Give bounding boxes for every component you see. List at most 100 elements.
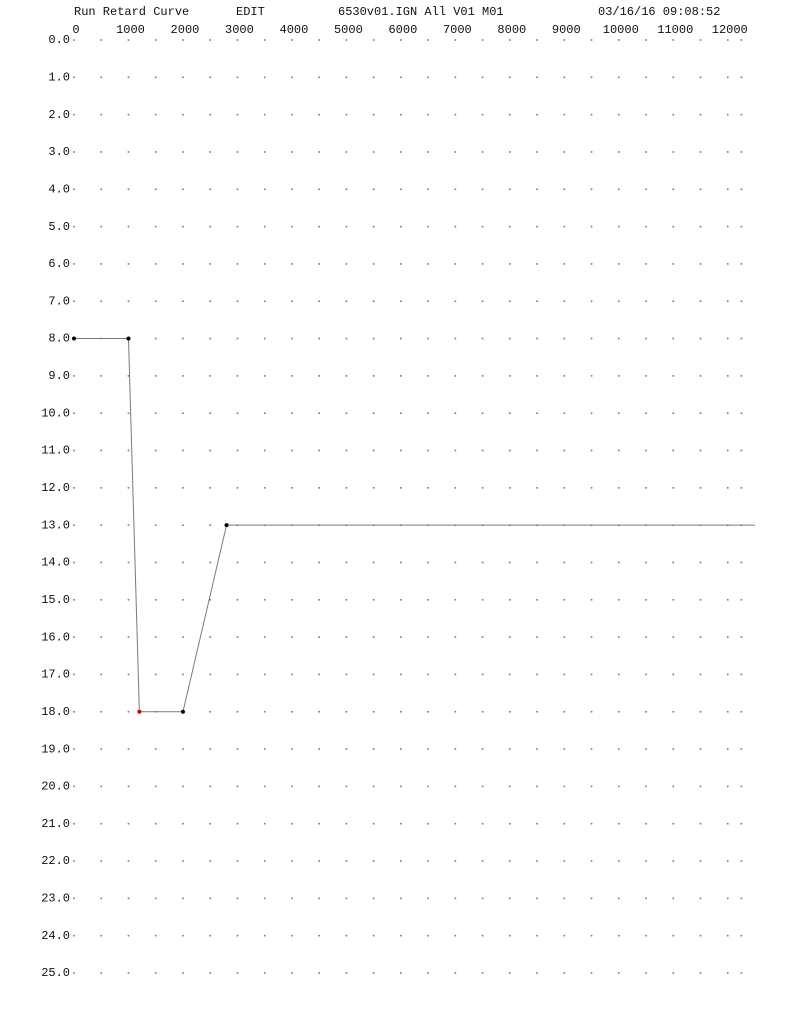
grid-dot [618, 710, 620, 713]
grid-dot [481, 710, 484, 713]
y-tick-label: 24.0 [41, 929, 70, 943]
grid-dot [699, 375, 702, 377]
grid-dot [372, 934, 375, 937]
grid-dot [427, 636, 429, 638]
grid-dot [618, 785, 620, 788]
grid-dot [509, 412, 511, 414]
grid-dot [509, 487, 511, 489]
grid-dot [263, 710, 266, 713]
grid-dot [372, 599, 375, 601]
grid-dot [454, 785, 457, 788]
grid-dot [100, 897, 103, 900]
grid-dot [645, 710, 647, 713]
grid-dot [536, 972, 538, 974]
grid-dot [236, 972, 239, 974]
grid-dot [236, 599, 239, 601]
grid-dot [182, 337, 184, 340]
grid-dot [345, 860, 348, 862]
grid-dot [318, 822, 320, 825]
grid-dot [590, 860, 593, 862]
grid-dot [645, 636, 647, 638]
grid-dot [73, 263, 75, 265]
grid-dot [672, 225, 675, 228]
grid-dot [563, 710, 566, 713]
grid-dot [536, 449, 538, 452]
grid-dot [209, 449, 211, 452]
grid-dot [454, 151, 457, 153]
grid-dot [236, 673, 239, 676]
grid-dot [372, 375, 375, 377]
grid-dot [672, 822, 675, 825]
grid-dot [372, 151, 375, 153]
grid-dot [73, 76, 75, 79]
grid-dot [618, 76, 620, 79]
x-tick-label: 12000 [712, 23, 748, 37]
grid-dot [318, 934, 320, 937]
grid-dot [509, 599, 511, 601]
grid-dot [427, 487, 429, 489]
grid-dot [740, 225, 743, 228]
grid-dot [726, 748, 729, 750]
x-tick-label: 4000 [280, 23, 309, 37]
grid-dot [209, 113, 211, 116]
y-tick-label: 4.0 [48, 182, 70, 196]
grid-dot [563, 748, 566, 750]
grid-dot [645, 822, 647, 825]
grid-dot [318, 748, 320, 750]
grid-dot [509, 39, 511, 41]
grid-dot [127, 76, 130, 79]
grid-dot [645, 225, 647, 228]
grid-dot [536, 412, 538, 414]
grid-dot [345, 300, 348, 303]
grid-dot [182, 524, 184, 526]
grid-dot [263, 375, 266, 377]
grid-dot [726, 337, 729, 340]
grid-dot [182, 748, 184, 750]
grid-dot [740, 487, 743, 489]
grid-dot [372, 897, 375, 900]
grid-dot [672, 375, 675, 377]
grid-dot [291, 412, 293, 414]
grid-dot [263, 449, 266, 452]
grid-dot [672, 39, 675, 41]
grid-dot [699, 636, 702, 638]
grid-dot [726, 673, 729, 676]
grid-dot [509, 673, 511, 676]
grid-dot [209, 412, 211, 414]
grid-dot [182, 785, 184, 788]
grid-dot [400, 748, 402, 750]
grid-dot [263, 599, 266, 601]
grid-dot [182, 487, 184, 489]
grid-dot [645, 300, 647, 303]
grid-dot [427, 337, 429, 340]
grid-dot [318, 263, 320, 265]
grid-dot [645, 113, 647, 116]
grid-dot [481, 599, 484, 601]
grid-dot [182, 300, 184, 303]
grid-dot [291, 225, 293, 228]
grid-dot [672, 487, 675, 489]
grid-dot [563, 113, 566, 116]
grid-dot [182, 972, 184, 974]
grid-dot [563, 39, 566, 41]
grid-dot [73, 561, 75, 564]
grid-dot [740, 710, 743, 713]
grid-dot [209, 375, 211, 377]
grid-dot [454, 822, 457, 825]
grid-dot [427, 561, 429, 564]
grid-dot [726, 860, 729, 862]
grid-dot [563, 785, 566, 788]
grid-dot [236, 188, 239, 191]
grid-dot [481, 673, 484, 676]
grid-dot [182, 76, 184, 79]
grid-dot [509, 860, 511, 862]
grid-dot [73, 710, 75, 713]
grid-dot [345, 375, 348, 377]
grid-dot [740, 188, 743, 191]
grid-dot [618, 748, 620, 750]
grid-dot [563, 76, 566, 79]
grid-dot [345, 561, 348, 564]
grid-dot [536, 225, 538, 228]
grid-dot [740, 748, 743, 750]
grid-dot [740, 636, 743, 638]
